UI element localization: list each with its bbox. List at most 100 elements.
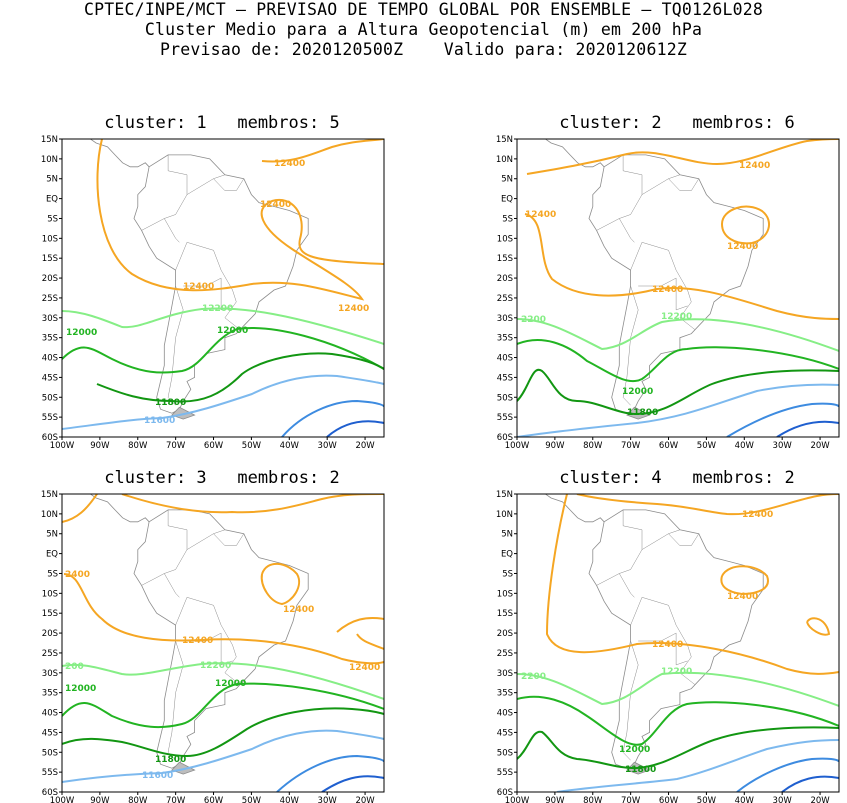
lat-tick-label: 40S xyxy=(42,354,58,364)
lat-tick-label: 60S xyxy=(497,788,513,798)
panel-3-label-a: 2400 xyxy=(65,570,90,580)
panel-2-contour-12000 xyxy=(517,339,839,383)
lat-tick-label: 5S xyxy=(47,569,58,579)
country-border xyxy=(630,241,696,330)
panel-2-contour-12400-ring xyxy=(721,205,771,245)
panel-1-contour-11400 xyxy=(281,399,384,437)
lat-tick-label: 55S xyxy=(42,768,58,778)
panel-2-label-g: 12000 xyxy=(622,387,653,397)
lon-tick-label: 80W xyxy=(128,796,148,803)
lon-tick-label: 80W xyxy=(583,796,603,803)
lon-tick-label: 100W xyxy=(50,796,75,803)
lon-tick-label: 70W xyxy=(621,796,641,803)
panel-3-svg: 2400 12400 12400 12400 200 12200 12000 1… xyxy=(41,490,385,803)
panel-4-contour-12000 xyxy=(517,695,839,746)
country-border xyxy=(213,533,245,546)
panel-3-contour-11400 xyxy=(276,754,384,792)
header-line-3: Previsao de: 2020120500Z Valido para: 20… xyxy=(160,40,687,59)
lat-tick-label: 50S xyxy=(42,748,58,758)
panel-1-contour-12000 xyxy=(62,327,384,374)
country-border xyxy=(668,533,700,546)
lon-tick-label: 70W xyxy=(166,796,186,803)
lon-tick-label: 40W xyxy=(735,796,755,803)
panel-1-contour-12400-north xyxy=(96,139,384,301)
panel-3-label-b: 12400 xyxy=(283,605,314,615)
lon-tick-label: 100W xyxy=(50,441,75,451)
header-line-2: Cluster Medio para a Altura Geopotencial… xyxy=(144,20,703,39)
header-line-1: CPTEC/INPE/MCT – PREVISAO DE TEMPO GLOBA… xyxy=(84,0,763,19)
lat-tick-label: 25S xyxy=(497,649,513,659)
lat-tick-label: 15S xyxy=(497,609,513,619)
lat-tick-label: 30S xyxy=(42,669,58,679)
lat-tick-label: 35S xyxy=(42,334,58,344)
lat-tick-label: 25S xyxy=(42,649,58,659)
lat-tick-label: 20S xyxy=(497,629,513,639)
panel-3-contour-11200 xyxy=(321,775,384,792)
map-frame xyxy=(61,493,385,793)
panel-3-contour-12200 xyxy=(62,662,384,700)
panel-3-contour-11800 xyxy=(62,707,384,758)
panel-2-label-f: 12200 xyxy=(661,312,692,322)
lat-tick-label: 15S xyxy=(42,609,58,619)
lat-tick-label: 35S xyxy=(497,689,513,699)
lat-tick-label: 35S xyxy=(497,334,513,344)
lat-tick-label: EQ xyxy=(46,550,58,560)
panel-2-label-b: 12400 xyxy=(525,210,556,220)
lon-tick-label: 50W xyxy=(697,441,717,451)
lat-tick-label: 45S xyxy=(497,373,513,383)
panel-4-contour-11600 xyxy=(556,739,839,792)
panel-1-title: cluster: 1 membros: 5 xyxy=(104,113,340,133)
country-border xyxy=(167,285,184,406)
country-border xyxy=(167,640,184,761)
panel-2-coastline xyxy=(517,139,764,420)
map-frame xyxy=(516,493,840,793)
panel-4-label-a: 12400 xyxy=(742,510,773,520)
lat-tick-label: 5S xyxy=(47,214,58,224)
panel-2-contour-11800 xyxy=(517,368,839,416)
panel-3-contour-12400-south xyxy=(63,573,384,665)
lat-tick-label: 15N xyxy=(41,490,58,500)
lat-tick-label: 10S xyxy=(497,589,513,599)
lon-tick-label: 90W xyxy=(545,441,565,451)
panel-2-title: cluster: 2 membros: 6 xyxy=(559,113,795,133)
country-border xyxy=(175,241,241,330)
panel-2-contour-12400-top xyxy=(526,139,839,175)
lat-tick-label: 15S xyxy=(42,254,58,264)
lat-tick-label: 40S xyxy=(42,709,58,719)
lat-tick-label: 60S xyxy=(497,433,513,443)
lat-tick-label: 50S xyxy=(42,393,58,403)
figure-header: CPTEC/INPE/MCT – PREVISAO DE TEMPO GLOBA… xyxy=(0,0,847,60)
country-border xyxy=(175,596,241,685)
panel-3-title: cluster: 3 membros: 2 xyxy=(104,468,340,488)
panel-4-contour-11800 xyxy=(517,726,839,770)
panel-4-label-e: 12200 xyxy=(661,667,692,677)
lat-tick-label: 10S xyxy=(497,234,513,244)
panel-1-contour-11200 xyxy=(326,420,384,437)
country-border xyxy=(596,218,635,243)
lat-tick-label: 20S xyxy=(42,629,58,639)
lat-tick-label: 5N xyxy=(501,175,513,185)
lon-tick-label: 30W xyxy=(318,796,338,803)
lat-tick-label: 50S xyxy=(497,748,513,758)
panel-4-map: 12400 12400 12400 2200 12200 12000 11800… xyxy=(496,490,840,803)
panel-4-contour-11200 xyxy=(781,775,839,792)
panel-1-label-f: 12000 xyxy=(66,328,97,338)
panel-3-contour-12400-ring xyxy=(260,562,301,606)
country-border xyxy=(622,640,639,761)
panel-2-svg: 12400 12400 12400 12400 2200 12200 12000… xyxy=(496,135,840,451)
panel-1-map: 12400 12400 12400 12400 12200 12000 1200… xyxy=(41,135,385,451)
panel-1-contour-12200 xyxy=(62,307,384,345)
panel-4-label-b: 12400 xyxy=(727,592,758,602)
panel-2-contour-12400-south xyxy=(524,213,839,320)
lat-tick-label: 20S xyxy=(497,274,513,284)
panel-3-label-d: 12400 xyxy=(349,663,380,673)
country-border xyxy=(167,154,188,195)
panel-2-label-h: 11800 xyxy=(627,408,658,418)
lat-tick-label: EQ xyxy=(501,550,513,560)
lon-tick-label: 40W xyxy=(280,796,300,803)
country-border xyxy=(630,596,696,685)
country-border xyxy=(141,218,180,243)
country-border xyxy=(638,632,677,642)
lat-tick-label: 5N xyxy=(46,175,58,185)
coastline-segment xyxy=(588,509,764,769)
